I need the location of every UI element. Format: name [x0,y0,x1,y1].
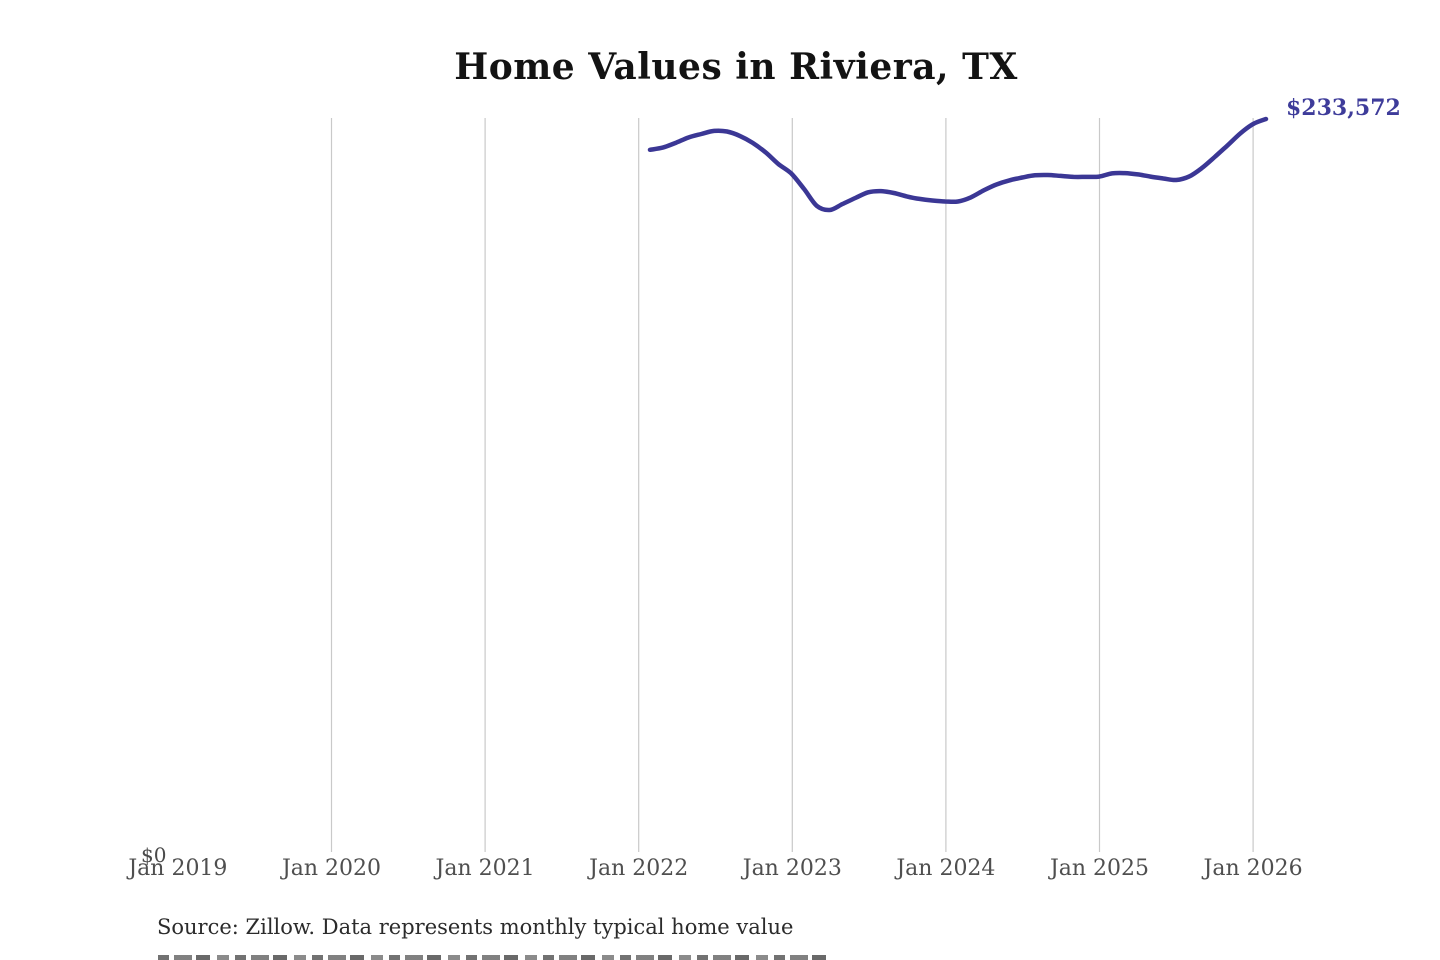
x-tick-label: Jan 2023 [742,856,842,881]
y-axis-zero-label: $0 [141,843,167,867]
x-tick-label: Jan 2022 [589,856,689,881]
x-tick-label: Jan 2024 [896,856,996,881]
home-value-line [647,116,1269,213]
x-tick-label: Jan 2020 [281,856,382,881]
x-tick-label: Jan 2021 [435,856,535,881]
x-tick-label: Jan 2025 [1049,856,1150,881]
x-tick-label: Jan 2019 [128,856,228,881]
x-tick-label: Jan 2026 [1203,856,1303,881]
end-value-label: $233,572 [1286,95,1401,121]
chart-title: Home Values in Riviera, TX [454,46,1018,88]
vertical-gridlines [330,118,1254,852]
cropped-next-line-fragment [158,955,832,960]
source-attribution: Source: Zillow. Data represents monthly … [157,915,794,939]
